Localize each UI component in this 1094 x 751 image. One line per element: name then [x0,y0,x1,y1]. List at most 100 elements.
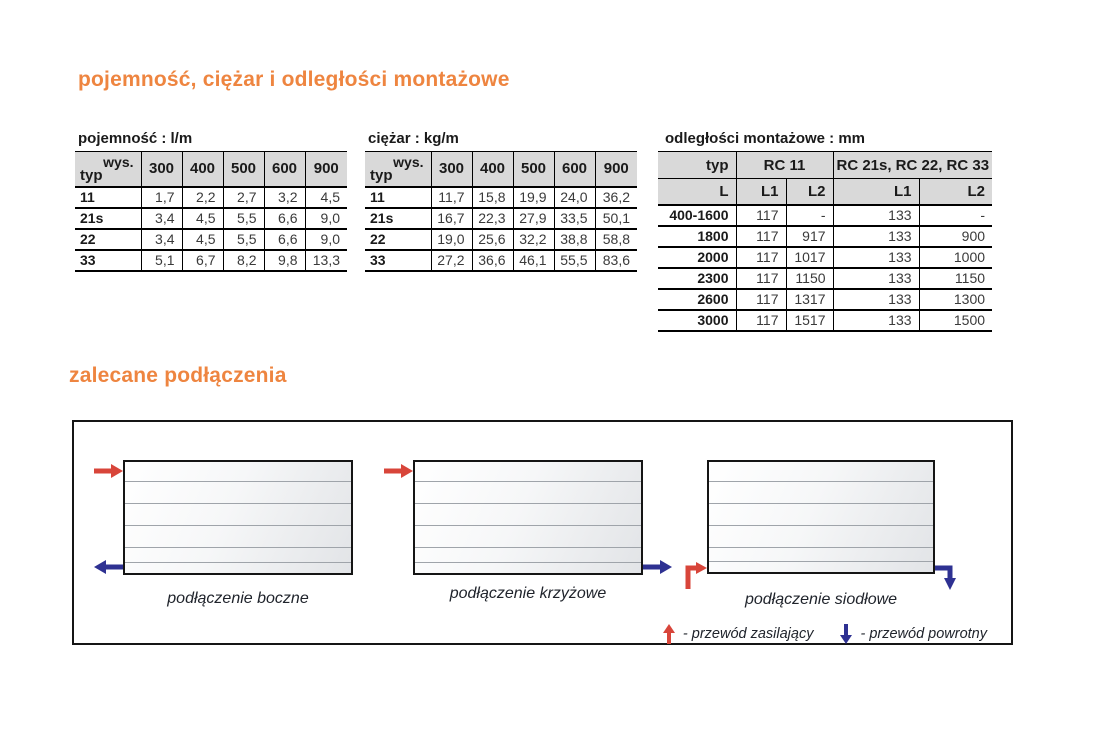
table-cell: 19,0 [430,227,473,251]
table-cell: 4,5 [304,185,347,209]
column-header: 300 [430,151,473,188]
table-cell: 133 [832,287,920,311]
diagram-caption: podłączenie siodłowe [744,591,898,608]
row-label: 2300 [658,266,737,290]
corner-typ-label: typ [80,166,103,184]
table-cell: - [785,203,834,227]
table-cell: 3,4 [140,227,183,251]
row-label: 2600 [658,287,737,311]
table-cell: 9,0 [304,206,347,230]
table-cell: 27,9 [512,206,555,230]
table-cell: 4,5 [181,206,224,230]
table-cell: 9,0 [304,227,347,251]
return-elbow-arrow-icon [935,565,956,590]
legend-return-arrow-down-icon [840,624,853,644]
diagram-caption: podłączenie boczne [167,590,309,607]
supply-arrow-icon [94,464,123,478]
table-row: 2000 117 1017 133 1000 [658,245,993,269]
column-header: 500 [222,151,265,188]
page-title: pojemność, ciężar i odległości montażowe [78,68,510,91]
distances-table: typ RC 11 RC 21s, RC 22, RC 33 L L1 L2 L… [658,151,993,332]
corner-header-cell: wys. typ [365,151,432,188]
table-cell: 133 [832,203,920,227]
row-label: 33 [75,248,142,272]
table-cell: 1150 [785,266,834,290]
table-cell: 38,8 [553,227,596,251]
row-label: 1800 [658,224,737,248]
table-row: 22 19,0 25,6 32,2 38,8 58,8 [365,227,637,251]
table-cell: 5,1 [140,248,183,272]
legend-return-item: - przewód powrotny [839,624,987,644]
column-header: 400 [471,151,514,188]
sub-header: L2 [918,178,993,206]
diagram-legend: - przewód zasilający - przewód powrotny [662,624,987,644]
column-header: 600 [263,151,306,188]
table-cell: 16,7 [430,206,473,230]
capacity-table-label: pojemność : l/m [78,130,193,147]
table-cell: 55,5 [553,248,596,272]
row-label: 21s [75,206,142,230]
table-cell: 9,8 [263,248,306,272]
table-cell: 6,6 [263,227,306,251]
connections-diagram-panel: podłączenie boczne podłączenie krzyżowe [72,420,1013,645]
table-cell: 3,2 [263,185,306,209]
group-header-rc11: RC 11 [735,151,834,179]
weight-table-label: ciężar : kg/m [368,130,459,147]
section-title-connections: zalecane podłączenia [69,364,287,387]
table-row: 11 11,7 15,8 19,9 24,0 36,2 [365,185,637,209]
table-cell: 36,6 [471,248,514,272]
sub-header: L1 [832,178,920,206]
capacity-table: wys. typ 300 400 500 600 900 11 1,7 2,2 … [75,151,347,272]
table-cell: 1,7 [140,185,183,209]
row-label: 33 [365,248,432,272]
table-row: 22 3,4 4,5 5,5 6,6 9,0 [75,227,347,251]
row-label: 400-1600 [658,203,737,227]
supply-arrow-icon [384,464,413,478]
radiator-side-connection [123,460,353,575]
table-cell: 1017 [785,245,834,269]
corner-header-cell: wys. typ [75,151,142,188]
sub-header: L2 [785,178,834,206]
column-header: 900 [304,151,347,188]
corner-wys-label: wys. [103,154,134,170]
table-cell: 4,5 [181,227,224,251]
return-arrow-icon [643,560,672,574]
table-cell: 83,6 [594,248,637,272]
column-header: 400 [181,151,224,188]
table-cell: 1500 [918,308,993,332]
radiator-saddle-connection [707,460,935,574]
weight-table: wys. typ 300 400 500 600 900 11 11,7 15,… [365,151,637,272]
table-cell: 117 [735,245,787,269]
table-cell: 6,7 [181,248,224,272]
group-header-typ: typ [658,151,737,179]
return-arrow-icon [94,560,123,574]
table-cell: 117 [735,308,787,332]
table-cell: 46,1 [512,248,555,272]
table-cell: 3,4 [140,206,183,230]
table-cell: 32,2 [512,227,555,251]
legend-supply-label: - przewód zasilający [682,626,814,642]
table-row: 2300 117 1150 133 1150 [658,266,993,290]
sub-header: L1 [735,178,787,206]
table-row: 400-1600 117 - 133 - [658,203,993,227]
table-cell: 33,5 [553,206,596,230]
table-cell: - [918,203,993,227]
table-cell: 13,3 [304,248,347,272]
row-label: 11 [365,185,432,209]
table-cell: 1000 [918,245,993,269]
table-cell: 117 [735,203,787,227]
corner-wys-label: wys. [393,154,424,170]
distances-table-label: odległości montażowe : mm [665,130,866,147]
table-cell: 2,7 [222,185,265,209]
table-cell: 1300 [918,287,993,311]
corner-typ-label: typ [370,166,393,184]
table-cell: 133 [832,245,920,269]
table-cell: 917 [785,224,834,248]
table-cell: 117 [735,266,787,290]
table-cell: 27,2 [430,248,473,272]
table-row: 21s 16,7 22,3 27,9 33,5 50,1 [365,206,637,230]
table-cell: 2,2 [181,185,224,209]
table-row: 11 1,7 2,2 2,7 3,2 4,5 [75,185,347,209]
radiator-cross-connection [413,460,643,575]
row-label: 2000 [658,245,737,269]
